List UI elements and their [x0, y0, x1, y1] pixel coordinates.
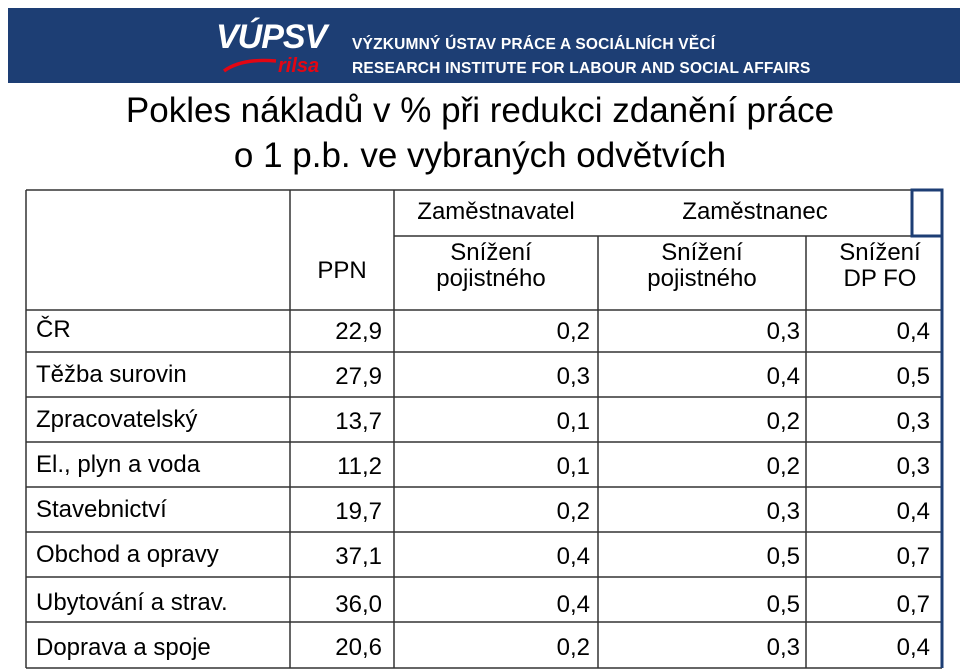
- cell-income-tax: 0,7: [896, 591, 930, 618]
- cell-ppn: 22,9: [335, 318, 382, 345]
- cell-employer-insurance: 0,2: [556, 498, 590, 525]
- row-label: Stavebnictví: [36, 496, 167, 523]
- cell-ppn: 11,2: [337, 453, 382, 480]
- page-title-line1: Pokles nákladů v % při redukci zdanění p…: [125, 91, 835, 130]
- col-header-employee-insurance: Snížení pojistného: [598, 240, 806, 292]
- cell-ppn: 20,6: [335, 634, 382, 661]
- cell-employee-insurance: 0,2: [766, 453, 800, 480]
- cell-employee-insurance: 0,2: [766, 408, 800, 435]
- col-header-line: Snížení: [839, 239, 921, 266]
- cell-income-tax: 0,7: [896, 543, 930, 570]
- row-label: ČR: [36, 316, 71, 343]
- cell-employee-insurance: 0,4: [766, 363, 800, 390]
- cell-income-tax: 0,3: [896, 408, 930, 435]
- cell-ppn: 19,7: [335, 498, 382, 525]
- col-header-line: DP FO: [843, 265, 917, 292]
- col-header-line: Snížení: [450, 239, 532, 266]
- cell-employee-insurance: 0,3: [766, 634, 800, 661]
- cell-income-tax: 0,4: [896, 318, 930, 345]
- col-header-ppn: PPN: [317, 257, 367, 284]
- logo-main-text: VÚPSV: [216, 18, 327, 56]
- cell-employer-insurance: 0,4: [556, 591, 590, 618]
- cell-employee-insurance: 0,5: [766, 543, 800, 570]
- cell-employer-insurance: 0,4: [556, 543, 590, 570]
- col-header-line: pojistného: [436, 265, 546, 292]
- cell-income-tax: 0,5: [896, 363, 930, 390]
- cell-ppn: 13,7: [335, 408, 382, 435]
- cell-income-tax: 0,3: [896, 453, 930, 480]
- institute-logo: VÚPSV rilsa: [216, 18, 338, 82]
- row-label: Doprava a spoje: [36, 634, 211, 661]
- row-label: Ubytování a strav.: [36, 589, 228, 616]
- cell-ppn: 27,9: [335, 363, 382, 390]
- cell-income-tax: 0,4: [896, 498, 930, 525]
- page-title-line2: o 1 p.b. ve vybraných odvětvích: [233, 136, 727, 175]
- cell-ppn: 36,0: [335, 591, 382, 618]
- col-header-line: Snížení: [661, 239, 743, 266]
- accent-corner-box: [910, 188, 944, 238]
- group-header-employer: Zaměstnavatel: [417, 198, 575, 225]
- cell-employer-insurance: 0,1: [556, 453, 590, 480]
- institute-name-cz: VÝZKUMNÝ ÚSTAV PRÁCE A SOCIÁLNÍCH VĚCÍ: [352, 36, 716, 53]
- header-banner: VÚPSV rilsa VÝZKUMNÝ ÚSTAV PRÁCE A SOCIÁ…: [8, 8, 960, 83]
- row-label: Těžba surovin: [36, 361, 187, 388]
- col-header-line: pojistného: [647, 265, 757, 292]
- row-label: El., plyn a voda: [36, 451, 201, 478]
- logo-swoosh-icon: [222, 58, 277, 73]
- logo-sub-text: rilsa: [278, 55, 320, 77]
- cell-employee-insurance: 0,3: [766, 318, 800, 345]
- cell-employer-insurance: 0,2: [556, 634, 590, 661]
- cell-employee-insurance: 0,3: [766, 498, 800, 525]
- cell-employer-insurance: 0,2: [556, 318, 590, 345]
- col-header-employer-insurance: Snížení pojistného: [394, 240, 588, 292]
- cell-income-tax: 0,4: [896, 634, 930, 661]
- cell-ppn: 37,1: [335, 543, 382, 570]
- col-header-income-tax: Snížení DP FO: [806, 240, 954, 292]
- institute-name-en: RESEARCH INSTITUTE FOR LABOUR AND SOCIAL…: [352, 60, 811, 77]
- group-header-employee: Zaměstnanec: [682, 198, 828, 225]
- row-label: Obchod a opravy: [36, 541, 219, 568]
- cell-employer-insurance: 0,1: [556, 408, 590, 435]
- cell-employer-insurance: 0,3: [556, 363, 590, 390]
- row-label: Zpracovatelský: [36, 406, 198, 433]
- cell-employee-insurance: 0,5: [766, 591, 800, 618]
